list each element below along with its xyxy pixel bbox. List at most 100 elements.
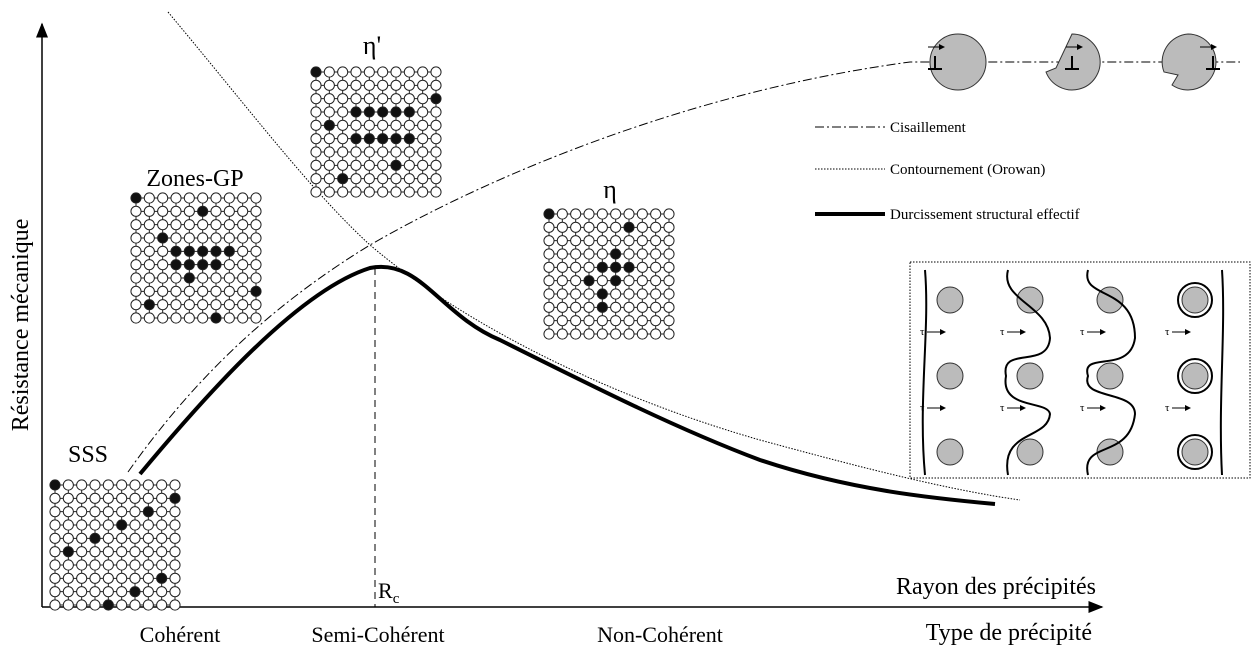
atom (623, 328, 635, 340)
atom (350, 106, 362, 118)
x-axis-label: Rayon des précipités (896, 574, 1096, 600)
atom (170, 312, 182, 324)
atom (197, 245, 209, 257)
atom (197, 272, 209, 284)
atom (543, 235, 555, 247)
atom (556, 301, 568, 313)
stress-label: τ (920, 326, 925, 338)
atom (210, 219, 222, 231)
atom (237, 205, 249, 217)
atom (570, 235, 582, 247)
atom (49, 519, 61, 531)
atom (62, 599, 74, 611)
atom (636, 328, 648, 340)
orowan-box (909, 261, 1251, 479)
atom (142, 546, 154, 558)
atom (49, 479, 61, 491)
atom (142, 479, 154, 491)
atom (210, 232, 222, 244)
atom (102, 572, 114, 584)
atom (156, 532, 168, 544)
atom (130, 245, 142, 257)
atom (102, 492, 114, 504)
atom (350, 133, 362, 145)
atom (363, 159, 375, 171)
atom (403, 119, 415, 131)
atom (663, 315, 675, 327)
atom (197, 259, 209, 271)
atom (170, 219, 182, 231)
atom (430, 133, 442, 145)
atom (129, 559, 141, 571)
atom (390, 173, 402, 185)
atom (543, 248, 555, 260)
atom (183, 192, 195, 204)
atom (596, 261, 608, 273)
atom (636, 301, 648, 313)
atom (143, 219, 155, 231)
shearing-curve (127, 61, 1240, 473)
atom (350, 66, 362, 78)
atom (337, 93, 349, 105)
atom (62, 572, 74, 584)
atom (142, 506, 154, 518)
atom (403, 79, 415, 91)
atom (223, 299, 235, 311)
atom (596, 328, 608, 340)
atom (130, 192, 142, 204)
atom (570, 288, 582, 300)
lattice (130, 192, 262, 324)
lattice (49, 479, 181, 611)
atom (143, 285, 155, 297)
atom (556, 288, 568, 300)
atom (403, 186, 415, 198)
atom (116, 586, 128, 598)
particle (1181, 438, 1209, 466)
atom (310, 106, 322, 118)
atom (223, 232, 235, 244)
atom (130, 205, 142, 217)
atom (650, 288, 662, 300)
orowan-curve (167, 11, 1021, 501)
atom (610, 275, 622, 287)
atom (129, 532, 141, 544)
atom (169, 532, 181, 544)
atom (430, 159, 442, 171)
atom (323, 186, 335, 198)
atom (636, 315, 648, 327)
atom (650, 221, 662, 233)
atom (596, 315, 608, 327)
legend-text: Contournement (Orowan) (890, 162, 1045, 178)
atom (323, 159, 335, 171)
atom (623, 315, 635, 327)
atom (650, 235, 662, 247)
atom (377, 106, 389, 118)
atom (323, 106, 335, 118)
atom (610, 235, 622, 247)
atom (210, 272, 222, 284)
atom (363, 186, 375, 198)
atom (129, 492, 141, 504)
atom (543, 328, 555, 340)
atom (143, 312, 155, 324)
atom (183, 219, 195, 231)
dislocation (1219, 269, 1225, 476)
legend-text: Cisaillement (890, 120, 967, 136)
atom (129, 599, 141, 611)
atom (636, 275, 648, 287)
stress-label: τ (1165, 402, 1170, 414)
atom (49, 546, 61, 558)
atom (102, 506, 114, 518)
atom (323, 173, 335, 185)
atom (157, 205, 169, 217)
atom (636, 248, 648, 260)
atom (143, 192, 155, 204)
atom (62, 506, 74, 518)
atom (197, 219, 209, 231)
atom (337, 119, 349, 131)
atom (250, 219, 262, 231)
atom (390, 186, 402, 198)
atom (130, 219, 142, 231)
atom (156, 572, 168, 584)
atom (636, 288, 648, 300)
